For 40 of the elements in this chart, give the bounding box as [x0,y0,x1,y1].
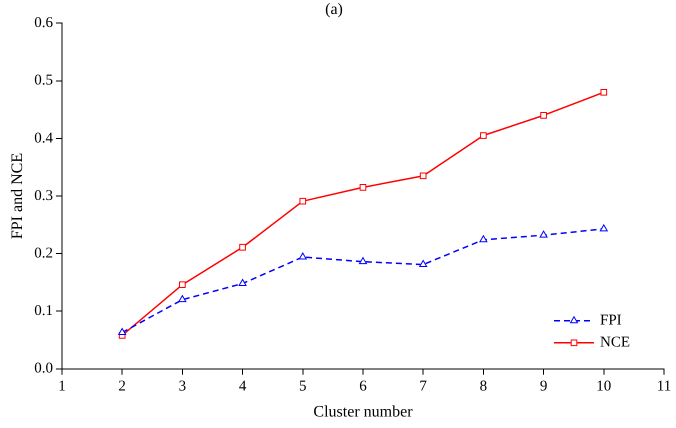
point [298,252,307,260]
x-axis-title: Cluster number [313,404,414,421]
point [540,230,548,238]
point [479,235,488,242]
x-tick-label: 4 [238,378,247,395]
point [360,184,366,191]
y-tick-label: 0.5 [34,72,53,89]
x-tick-label: 3 [178,378,186,395]
x-tick-label: 8 [480,378,488,395]
x-tick-label: 6 [359,378,368,395]
point [600,88,608,96]
point [118,328,126,336]
legend-label: NCE [600,334,630,351]
y-tick-label: 0.6 [34,15,54,32]
point [299,198,306,205]
y-tick-label: 0.3 [34,188,53,204]
point [359,257,367,264]
point [179,281,186,288]
x-tick-label: 5 [299,378,307,395]
point [420,172,427,180]
y-tick-label: 0.2 [34,246,53,262]
chart-title: (a) [325,0,343,18]
point [480,132,487,139]
x-tick-label: 7 [419,378,428,395]
legend-label: FPI [600,312,622,329]
x-tick-label: 11 [656,378,672,395]
x-tick-label: 1 [58,378,66,395]
point [600,224,608,232]
x-tick-label: 2 [118,378,126,395]
point [238,279,247,286]
y-axis-title: FPI and NCE [8,152,26,240]
x-tick-label: 9 [540,378,548,395]
point [419,260,428,268]
point [178,295,186,302]
point [239,244,246,251]
point [540,112,547,119]
y-tick-label: 0.0 [34,360,53,377]
y-tick-label: 0.4 [34,130,54,146]
y-tick-label: 0.1 [34,303,53,320]
x-tick-label: 10 [596,378,612,395]
